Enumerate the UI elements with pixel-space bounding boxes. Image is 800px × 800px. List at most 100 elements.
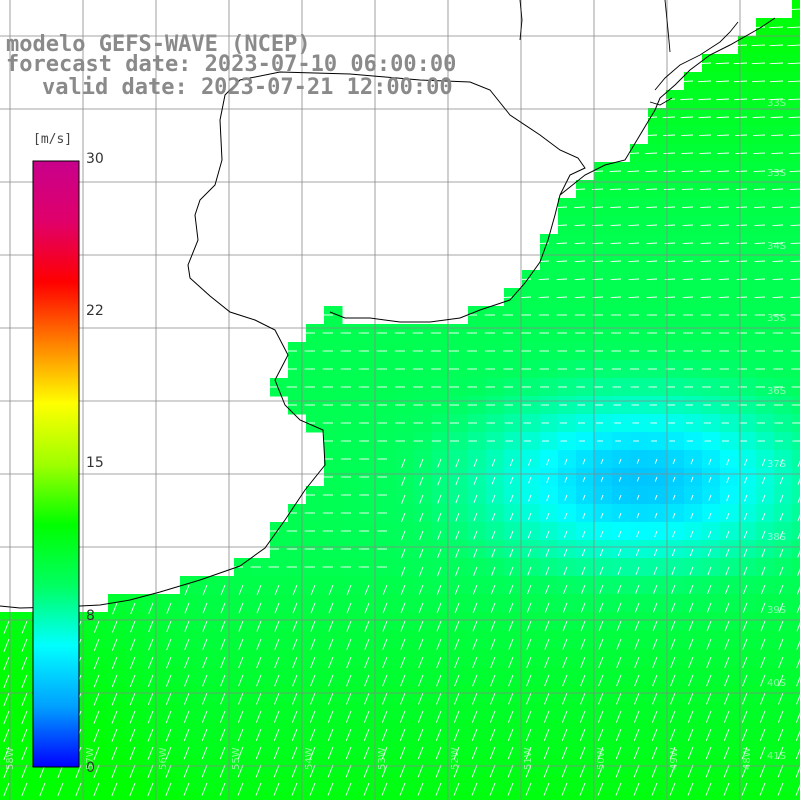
wind-arrow [662, 98, 676, 101]
wind-speed-cell [360, 378, 379, 397]
wind-arrow [545, 548, 550, 557]
wind-arrow [725, 548, 730, 557]
wind-arrow [401, 530, 406, 541]
wind-arrow [202, 674, 208, 687]
wind-speed-cell [756, 216, 775, 235]
wind-arrow [754, 242, 766, 244]
wind-arrow [574, 242, 586, 244]
wind-arrow [723, 764, 730, 778]
wind-arrow [400, 548, 406, 559]
wind-speed-cell [648, 306, 667, 325]
lat-label: 36S [767, 386, 787, 397]
wind-arrow [760, 692, 766, 705]
wind-speed-cell [630, 324, 649, 343]
wind-arrow [718, 296, 730, 298]
wind-arrow [508, 584, 514, 595]
wind-speed-cell [342, 558, 361, 577]
wind-arrow [543, 710, 550, 723]
wind-speed-cell [558, 306, 577, 325]
wind-arrow [473, 494, 478, 503]
wind-arrow [291, 764, 298, 778]
wind-arrow [256, 674, 262, 687]
lat-label: 41S [767, 751, 787, 762]
wind-arrow [669, 764, 676, 778]
wind-arrow [129, 782, 136, 797]
wind-speed-cell [774, 126, 793, 145]
wind-speed-cell [702, 126, 721, 145]
wind-arrow [726, 512, 730, 520]
wind-arrow [491, 548, 496, 558]
wind-arrow [274, 692, 280, 705]
wind-speed-cell [684, 792, 703, 800]
wind-arrow [454, 584, 460, 595]
wind-arrow [544, 674, 550, 687]
wind-arrow [610, 224, 622, 226]
wind-speed-cell [378, 378, 397, 397]
wind-arrow [183, 746, 190, 760]
wind-arrow [598, 602, 604, 613]
wind-speed-cell [378, 432, 397, 451]
wind-arrow [111, 746, 118, 761]
wind-speed-cell [756, 342, 775, 361]
wind-arrow [646, 224, 658, 226]
wind-arrow [219, 728, 226, 741]
wind-arrow [725, 530, 730, 538]
wind-arrow [772, 206, 784, 208]
wind-arrow [689, 548, 694, 557]
wind-arrow [526, 620, 532, 632]
wind-arrow [671, 584, 676, 594]
wind-arrow [759, 764, 766, 778]
wind-arrow [417, 764, 424, 778]
wind-arrow [237, 764, 244, 778]
wind-arrow [669, 782, 676, 796]
wind-arrow [291, 728, 298, 741]
wind-arrow [507, 782, 514, 796]
wind-arrow [418, 638, 424, 650]
wind-arrow [796, 640, 800, 650]
wind-speed-cell [684, 252, 703, 271]
wind-speed-cell [756, 54, 775, 73]
wind-arrow [527, 548, 532, 557]
wind-speed-cell [756, 90, 775, 109]
wind-speed-cell [720, 72, 739, 91]
wind-arrow [760, 584, 766, 595]
wind-arrow [417, 710, 424, 723]
wind-arrow [707, 584, 712, 595]
wind-arrow [797, 532, 800, 540]
wind-speed-cell [126, 792, 145, 800]
wind-arrow [256, 692, 262, 705]
wind-arrow [165, 710, 172, 724]
wind-arrow [556, 224, 568, 226]
wind-speed-cell [36, 792, 55, 800]
wind-arrow [628, 206, 640, 208]
wind-arrow [112, 602, 118, 615]
wind-arrow [609, 170, 622, 173]
wind-arrow [93, 728, 100, 743]
wind-speed-cell [270, 540, 289, 559]
wind-arrow [490, 602, 496, 613]
wind-arrow [364, 692, 370, 705]
wind-speed-cell [522, 324, 541, 343]
wind-arrow [3, 674, 10, 689]
wind-speed-cell [486, 324, 505, 343]
wind-speed-cell [702, 54, 721, 73]
wind-speed-cell [666, 270, 685, 289]
wind-arrow [525, 728, 532, 741]
wind-arrow [400, 566, 406, 577]
wind-arrow [654, 476, 658, 482]
wind-arrow [435, 710, 442, 723]
wind-speed-cell [612, 414, 631, 433]
wind-arrow [147, 710, 154, 724]
colorbar-tick-15: 15 [86, 455, 104, 471]
wind-arrow [273, 710, 280, 723]
wind-speed-cell [738, 414, 757, 433]
wind-arrow [779, 458, 784, 467]
wind-speed-cell [792, 756, 800, 775]
wind-speed-cell [576, 234, 595, 253]
wind-speed-cell [720, 432, 739, 451]
wind-speed-cell [720, 270, 739, 289]
wind-speed-cell [558, 414, 577, 433]
wind-arrow [561, 782, 568, 796]
wind-speed-cell [468, 432, 487, 451]
